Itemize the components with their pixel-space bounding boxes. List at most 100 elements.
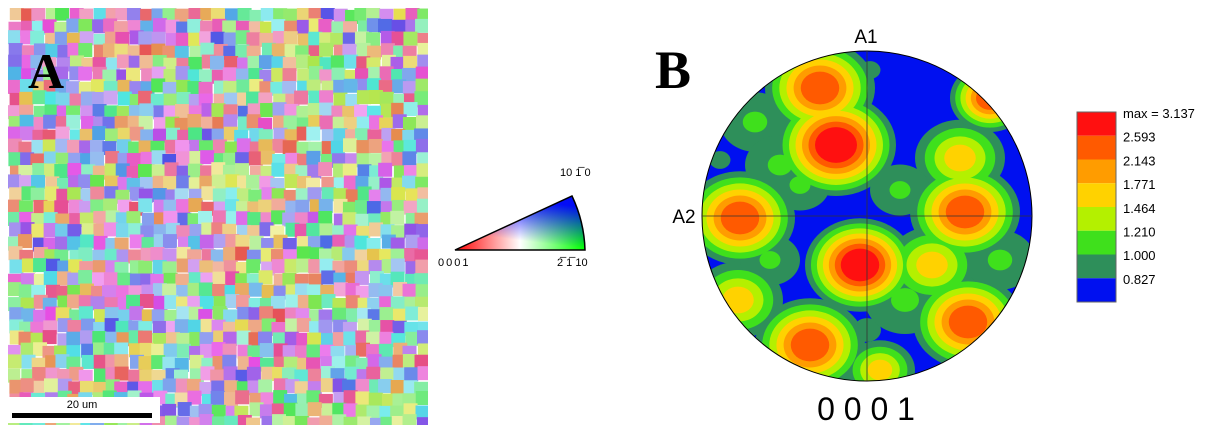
grain xyxy=(176,199,190,213)
grain xyxy=(8,354,22,368)
ipf-label: 2̅ 1̅ 10 xyxy=(557,257,588,269)
axis-label: A1 xyxy=(854,27,877,48)
grain xyxy=(342,248,356,262)
grain xyxy=(344,79,358,93)
grain xyxy=(295,200,309,214)
grain xyxy=(344,417,358,425)
grain xyxy=(418,307,432,321)
grain xyxy=(78,67,92,81)
grain xyxy=(187,114,201,128)
grain xyxy=(7,174,21,188)
grain xyxy=(127,7,141,21)
scale-bar xyxy=(12,413,152,418)
grain xyxy=(343,331,357,345)
grain xyxy=(43,115,57,129)
grain xyxy=(356,140,370,154)
grain xyxy=(378,19,392,33)
grain xyxy=(163,378,177,392)
grain xyxy=(213,188,227,202)
grain xyxy=(138,198,152,212)
grain xyxy=(178,402,192,416)
grain xyxy=(344,55,358,69)
ipf-triangle-outline xyxy=(455,196,585,250)
grain xyxy=(354,236,368,250)
grain xyxy=(80,234,94,248)
grain xyxy=(91,79,105,93)
grain xyxy=(199,282,213,296)
grain xyxy=(211,391,225,405)
grain xyxy=(404,367,418,381)
axis-label: A2 xyxy=(672,207,695,228)
grain xyxy=(9,259,23,273)
grain xyxy=(319,199,333,213)
legend-label: 1.000 xyxy=(1123,248,1156,263)
grain xyxy=(403,56,417,70)
legend-label: 0.827 xyxy=(1123,272,1156,287)
grain xyxy=(138,356,152,370)
grain xyxy=(258,200,272,214)
contour xyxy=(890,181,911,199)
grain xyxy=(67,187,81,201)
grain xyxy=(378,163,392,177)
grain xyxy=(307,333,321,347)
grain xyxy=(66,19,80,33)
contour xyxy=(722,287,754,314)
grain xyxy=(308,402,322,416)
grain xyxy=(331,55,345,69)
figure: 20 um A 0001 2̅ 1̅ 10 10 1̅ 0 B A1 A2 0 … xyxy=(0,0,1224,425)
grain xyxy=(416,79,430,93)
grain xyxy=(403,284,417,298)
grain xyxy=(308,369,322,383)
grain xyxy=(163,69,177,83)
grain xyxy=(418,366,432,380)
grain xyxy=(188,198,202,212)
grain xyxy=(153,321,167,335)
legend-swatch xyxy=(1077,136,1116,160)
orientation-map xyxy=(6,6,432,425)
grain xyxy=(200,235,214,249)
grain xyxy=(417,330,431,344)
grain xyxy=(331,141,345,155)
grain xyxy=(187,19,201,33)
contour xyxy=(801,72,840,105)
grain xyxy=(415,260,429,274)
grain xyxy=(416,163,430,177)
grain xyxy=(80,330,94,344)
grain xyxy=(295,416,309,425)
grain xyxy=(21,343,35,357)
grain xyxy=(284,115,298,129)
grain xyxy=(93,260,107,274)
grain xyxy=(223,114,237,128)
grain xyxy=(176,176,190,190)
grain xyxy=(379,307,393,321)
contour xyxy=(815,127,857,163)
grain xyxy=(369,139,383,153)
grain xyxy=(138,164,152,178)
grain xyxy=(285,174,299,188)
grain xyxy=(283,68,297,82)
grain xyxy=(114,354,128,368)
contour xyxy=(891,288,919,312)
grain xyxy=(177,344,191,358)
contour xyxy=(791,329,830,362)
grain xyxy=(43,330,57,344)
grain xyxy=(343,164,357,178)
grain xyxy=(391,258,405,272)
grain xyxy=(235,390,249,404)
grain xyxy=(20,378,34,392)
grain xyxy=(236,80,250,94)
legend-label: max = 3.137 xyxy=(1123,106,1195,121)
grain xyxy=(319,43,333,57)
grain xyxy=(90,152,104,166)
grain xyxy=(212,416,226,425)
contour xyxy=(743,112,768,133)
legend-label: 1.771 xyxy=(1123,177,1156,192)
grain xyxy=(55,237,69,251)
grain xyxy=(18,234,32,248)
grain xyxy=(318,211,332,225)
contour xyxy=(949,306,988,339)
grain xyxy=(92,126,106,140)
grain xyxy=(223,247,237,261)
grain xyxy=(307,417,321,425)
grain xyxy=(319,320,333,334)
